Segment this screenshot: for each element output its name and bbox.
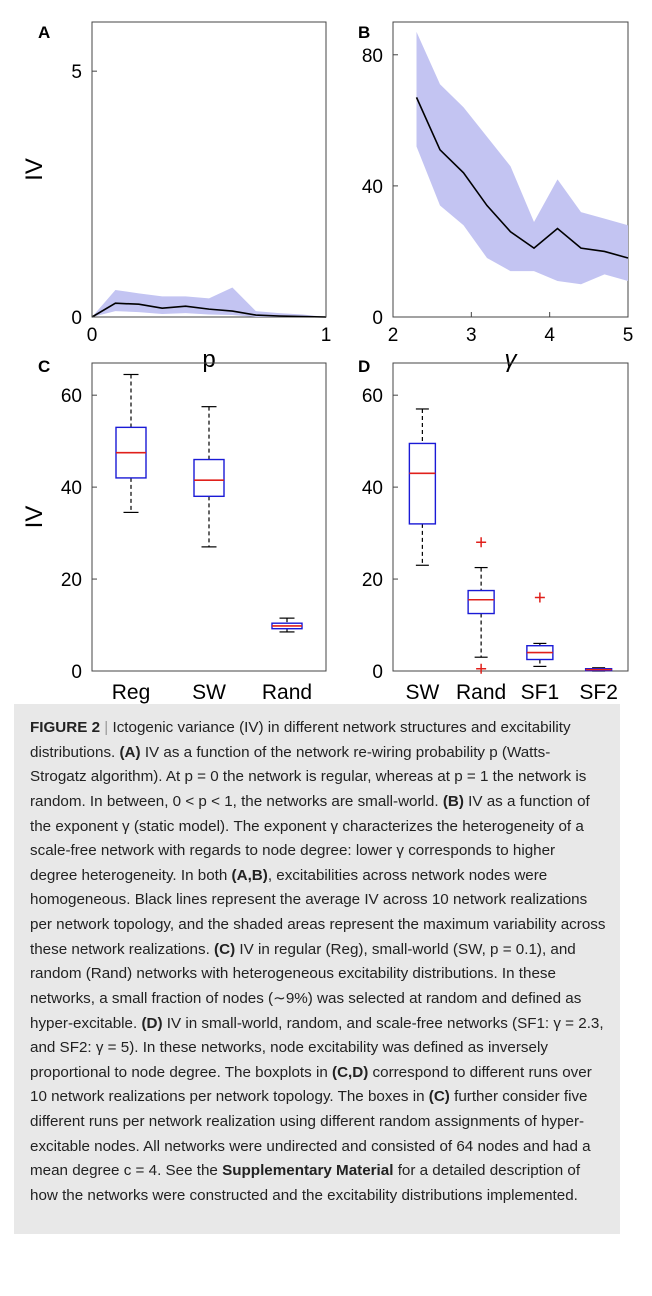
boxplot-reg: [115, 373, 147, 514]
panel-c: [91, 362, 327, 672]
y-tick-label: 0: [71, 662, 82, 683]
boxplot-sw: [408, 408, 437, 566]
panel-label: A: [38, 23, 50, 42]
box-iqr: [408, 442, 437, 525]
caption-text-d: IV in small-world, random, and scale-fre…: [30, 1014, 604, 1081]
x-tick-label: 3: [466, 325, 477, 346]
caption-tag-ab: (A,B): [231, 866, 268, 884]
caption-text-a: IV as a function of the network re-wirin…: [30, 743, 587, 810]
plot-frame: [91, 21, 327, 318]
y-axis-label: IV: [21, 158, 48, 181]
y-tick-label: 5: [71, 62, 82, 83]
caption-tag-cd: (C,D): [332, 1063, 369, 1081]
y-tick-label: 20: [61, 570, 82, 591]
box-iqr: [193, 458, 225, 498]
x-tick-label: 1: [321, 325, 332, 346]
caption-tag-b: (B): [442, 792, 464, 810]
plot-frame: [392, 362, 629, 672]
caption-title: Ictogenic variance (IV) in different net…: [30, 719, 571, 761]
caption-text-ab: , excitabilities across network nodes we…: [30, 866, 606, 958]
figure-caption: FIGURE 2 | Ictogenic variance (IV) in di…: [14, 704, 620, 1234]
y-tick-label: 0: [372, 308, 383, 329]
boxplot-rand: [271, 617, 303, 633]
variability-band: [416, 31, 628, 285]
outlier-marker: [534, 592, 545, 603]
boxplot-sf1: [526, 592, 554, 668]
figure-panels: A 0 1 p 0 5 IV B 2 3 4 5 γ 0 40 80 C Reg SW Rand 0 20 40 60 IV D S…: [21, 21, 634, 704]
panel-b: [392, 21, 629, 318]
caption-separator: |: [104, 719, 109, 736]
caption-figure-label: FIGURE 2: [30, 719, 101, 736]
x-axis-label: p: [202, 346, 215, 373]
panel-label: B: [358, 23, 370, 42]
x-tick-label: Reg: [112, 681, 151, 704]
x-tick-label: SF2: [579, 681, 618, 704]
y-tick-label: 20: [362, 570, 383, 591]
caption-tag-a: (A): [119, 743, 141, 761]
panel-d: [392, 362, 629, 674]
panel-a: [91, 21, 327, 318]
boxplot-sf2: [584, 667, 613, 672]
caption-text-cd: correspond to different runs over 10 net…: [30, 1063, 592, 1106]
mean-line: [91, 302, 327, 318]
mean-line: [415, 97, 629, 259]
outlier-marker: [476, 537, 487, 548]
plot-frame: [91, 362, 327, 672]
x-tick-label: 0: [87, 325, 98, 346]
caption-text-c2: further consider five different runs per…: [30, 1088, 591, 1180]
x-tick-label: Rand: [456, 681, 506, 704]
plot-frame: [392, 21, 629, 318]
caption-text-c: IV in regular (Reg), small-world (SW, p …: [30, 940, 582, 1032]
x-tick-label: SW: [192, 681, 226, 704]
box-iqr: [467, 589, 495, 615]
outlier-marker: [476, 663, 487, 674]
panel-label: D: [358, 357, 370, 376]
y-tick-label: 80: [362, 46, 383, 67]
caption-supplementary-link: Supplementary Material: [222, 1162, 394, 1180]
boxplot-sw: [193, 406, 225, 548]
panel-label: C: [38, 357, 50, 376]
caption-tag-c: (C): [214, 940, 236, 958]
y-tick-label: 0: [372, 662, 383, 683]
y-tick-label: 60: [362, 386, 383, 407]
x-tick-label: Rand: [262, 681, 312, 704]
y-tick-label: 60: [61, 386, 82, 407]
variability-band: [92, 287, 326, 317]
y-axis-label: IV: [21, 506, 48, 529]
y-tick-label: 40: [362, 177, 383, 198]
x-tick-label: SW: [405, 681, 439, 704]
boxplot-rand: [467, 537, 495, 674]
y-tick-label: 0: [71, 308, 82, 329]
caption-text-b: IV as a function of the exponent γ (stat…: [30, 792, 590, 884]
x-tick-label: SF1: [521, 681, 560, 704]
caption-tag-c2: (C): [428, 1088, 450, 1106]
x-tick-label: 4: [544, 325, 555, 346]
caption-tag-d: (D): [141, 1014, 163, 1032]
y-tick-label: 40: [362, 478, 383, 499]
x-tick-label: 5: [623, 325, 634, 346]
y-tick-label: 40: [61, 478, 82, 499]
caption-text-end: for a detailed description of how the ne…: [30, 1162, 581, 1204]
x-tick-label: 2: [388, 325, 399, 346]
x-axis-label: γ: [505, 346, 519, 373]
